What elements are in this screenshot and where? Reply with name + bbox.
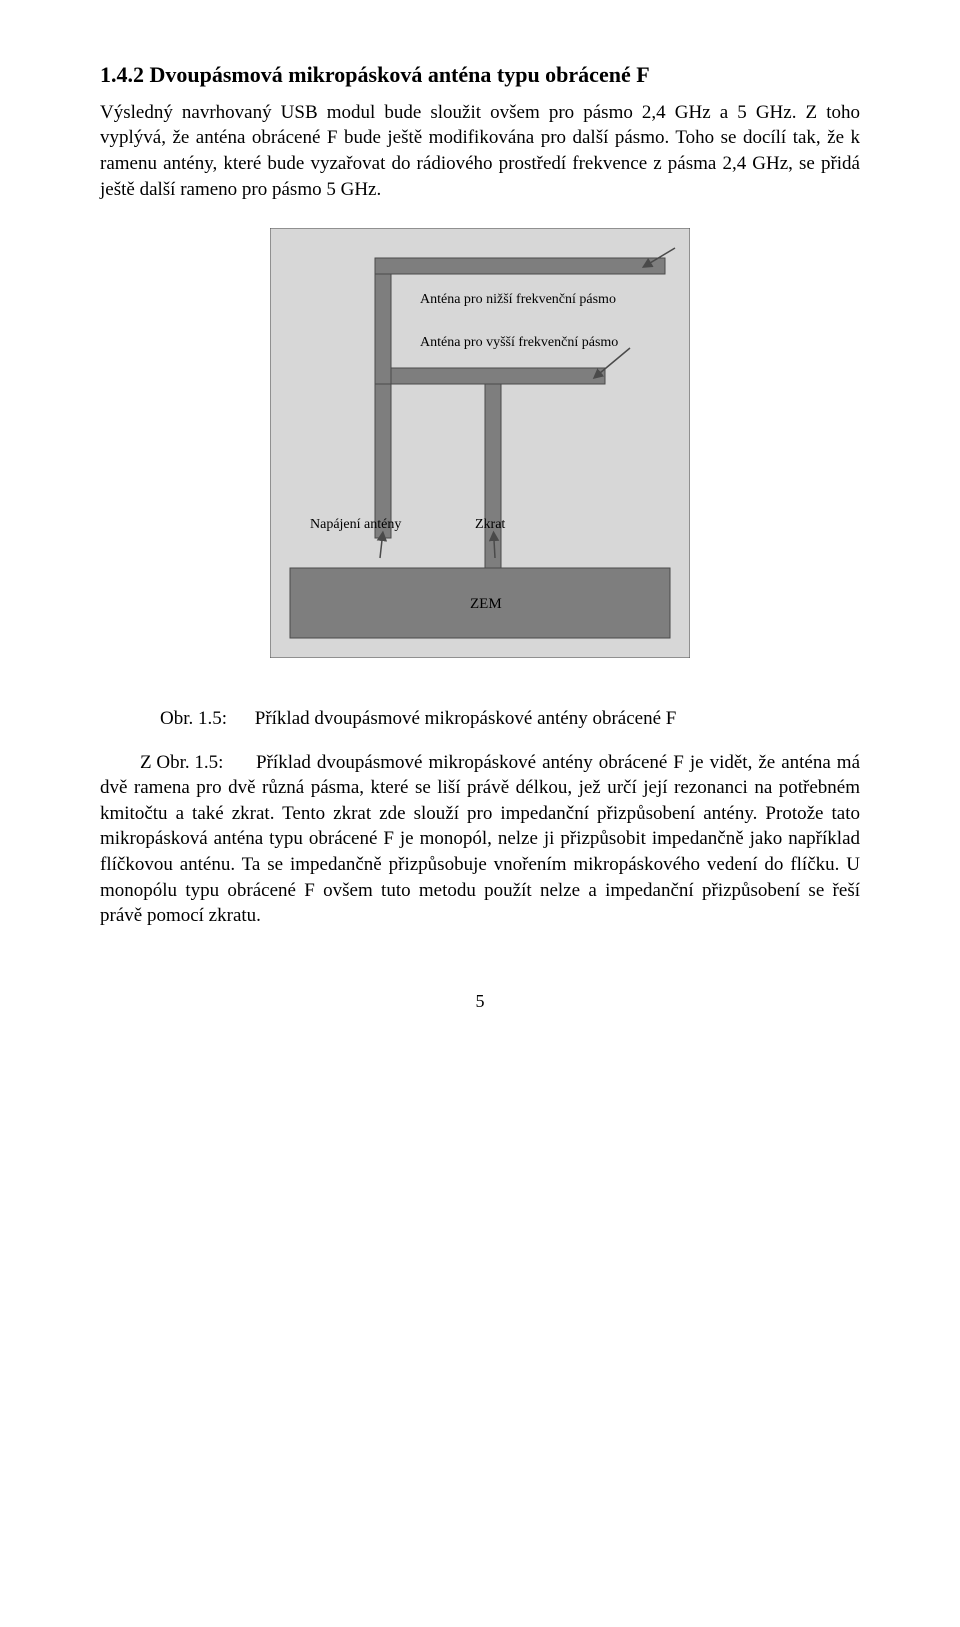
page-number: 5 xyxy=(100,989,860,1013)
paragraph-2: Z Obr. 1.5: Příklad dvoupásmové mikropás… xyxy=(100,750,860,929)
paragraph-2-lead: Z Obr. 1.5: xyxy=(100,750,250,776)
svg-text:Anténa pro nižší frekvenční pá: Anténa pro nižší frekvenční pásmo xyxy=(420,292,616,307)
paragraph-2-body: Příklad dvoupásmové mikropáskové antény … xyxy=(100,752,860,927)
paragraph-1: Výsledný navrhovaný USB modul bude slouž… xyxy=(100,100,860,203)
svg-text:ZEM: ZEM xyxy=(470,596,502,612)
svg-text:Anténa pro vyšší frekvenční pá: Anténa pro vyšší frekvenční pásmo xyxy=(420,335,618,350)
section-heading: 1.4.2 Dvoupásmová mikropásková anténa ty… xyxy=(100,60,860,90)
figure-1-5: Anténa pro nižší frekvenční pásmo Anténa … xyxy=(270,228,690,666)
svg-text:Napájení antény: Napájení antény xyxy=(310,517,401,532)
figure-caption: Obr. 1.5: Příklad dvoupásmové mikropásko… xyxy=(100,706,860,732)
svg-text:Zkrat: Zkrat xyxy=(475,517,505,532)
figure-container: Anténa pro nižší frekvenční pásmo Anténa … xyxy=(100,228,860,666)
caption-text: Příklad dvoupásmové mikropáskové antény … xyxy=(255,708,677,729)
caption-label: Obr. 1.5: xyxy=(160,706,250,732)
antenna-diagram: Anténa pro nižší frekvenční pásmo Anténa … xyxy=(270,228,690,658)
